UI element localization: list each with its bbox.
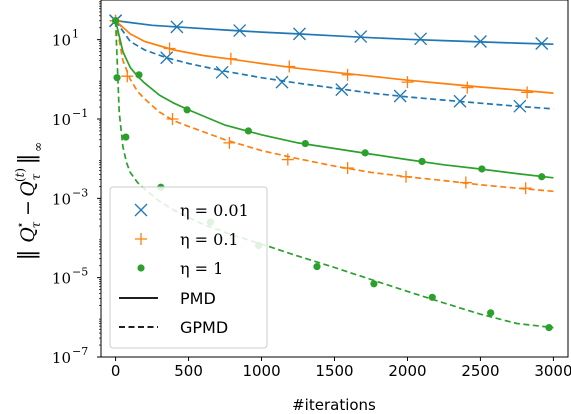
x-axis-label: #iterations (292, 396, 376, 414)
series-pmd-eta-0-1-line (115, 20, 554, 94)
y-tick-label: 10 (52, 270, 71, 288)
y-tick-label: 10 (52, 190, 71, 208)
y-tick-exponent: −5 (72, 266, 88, 279)
series-gpmd-eta-0-1-marker (223, 136, 236, 149)
series-pmd-eta-0-1-marker (401, 76, 414, 89)
series-pmd-eta-0-1 (109, 14, 554, 99)
series-gpmd-eta-0-1-marker (166, 113, 179, 125)
series-pmd-eta-0-01-marker (473, 35, 487, 48)
series-gpmd-eta-0-01-marker (393, 89, 407, 103)
series-pmd-eta-0-1-marker (461, 81, 474, 94)
series-gpmd-eta-0-1 (109, 14, 554, 195)
series-gpmd-eta-0-01-line (114, 20, 554, 110)
series-pmd-eta-1-marker (183, 106, 191, 114)
series-pmd-eta-1-marker (538, 173, 546, 181)
y-axis-label-tau2: τ (29, 173, 43, 180)
series-pmd-eta-0-1-marker (163, 42, 176, 55)
series-gpmd-eta-1-marker (111, 17, 120, 25)
series-pmd-eta-0-01-line (115, 19, 554, 46)
legend-marker (137, 264, 145, 272)
x-tick-label: 0 (111, 362, 121, 380)
legend-item-3: PMD (119, 289, 216, 308)
legend-marker (134, 203, 148, 217)
legend-label: η = 0.1 (180, 230, 239, 249)
legend-marker (135, 233, 147, 245)
series-gpmd-eta-0-1-line (114, 20, 554, 193)
series-pmd-eta-0-01-marker (535, 37, 549, 50)
series-pmd-eta-1-marker (135, 71, 143, 79)
series-gpmd-eta-0-1-marker (400, 170, 413, 183)
series-gpmd-eta-0-1-marker (459, 176, 472, 189)
series-gpmd-eta-1-marker (370, 280, 378, 288)
series-pmd-eta-0-1-marker (224, 52, 237, 65)
y-tick-label: 10 (52, 349, 71, 367)
series-gpmd-eta-0-1-marker (121, 70, 134, 83)
y-tick-exponent: −3 (72, 186, 88, 199)
y-axis-label-norm-left: ‖ (15, 250, 40, 261)
series-gpmd-eta-0-01-marker (215, 65, 229, 79)
x-tick-label: 2500 (461, 362, 499, 380)
series-pmd-eta-0-01 (109, 14, 554, 50)
series-pmd-eta-1-marker (418, 157, 426, 166)
legend-box (109, 186, 268, 349)
series-pmd-eta-0-01-marker (414, 32, 428, 46)
legend-item-2: η = 1 (137, 259, 223, 278)
series-gpmd-eta-0-1-marker (341, 162, 354, 175)
legend-label: PMD (180, 289, 216, 308)
x-tick-label: 1000 (242, 362, 280, 380)
y-axis-label-star: ⋆ (13, 221, 27, 229)
y-tick-label: 10 (52, 32, 71, 50)
series-pmd-eta-0-1-marker (341, 68, 354, 81)
series-gpmd-eta-0-01 (109, 14, 554, 113)
series-pmd-eta-0-01-marker (293, 27, 306, 41)
series-gpmd-eta-1-marker (122, 133, 130, 141)
series-pmd-eta-0-01-marker (170, 20, 184, 34)
series-gpmd-eta-1-marker (313, 263, 321, 271)
y-tick-label: 10 (52, 111, 71, 129)
series-gpmd-eta-1-marker (487, 309, 495, 317)
series-gpmd-eta-0-1-marker (281, 153, 294, 166)
y-axis-label-q-t: Q (17, 181, 39, 197)
series-gpmd-eta-0-1-marker (519, 182, 532, 195)
legend-label: η = 0.01 (180, 201, 249, 220)
y-axis-label-inf: ∞ (31, 142, 45, 152)
legend-label: GPMD (180, 318, 228, 337)
x-tick-label: 500 (174, 362, 203, 380)
series-gpmd-eta-0-01-marker (160, 51, 174, 65)
y-tick-exponent: 1 (72, 28, 79, 41)
plot-frame (100, 0, 569, 358)
y-axis-label-q-star: Q (17, 227, 39, 243)
y-axis-label-t: (t) (13, 168, 27, 182)
series-pmd-eta-1-marker (361, 149, 369, 157)
series-gpmd-eta-1-marker (428, 293, 436, 301)
series-gpmd-eta-1-marker (113, 74, 121, 82)
series-pmd-eta-0-1-marker (283, 60, 296, 73)
y-tick-exponent: −1 (72, 107, 88, 120)
series-pmd-eta-1-marker (244, 127, 252, 135)
y-tick-exponent: −7 (72, 345, 88, 358)
y-axis-label-norm-right: ‖ (15, 154, 40, 165)
series-pmd-eta-1-marker (301, 139, 309, 148)
series-gpmd-eta-0-01-marker (335, 83, 349, 97)
series-pmd-eta-1-line (114, 20, 554, 179)
series-gpmd-eta-0-01-marker (453, 94, 467, 108)
series-gpmd-eta-0-01-marker (513, 99, 527, 113)
legend-item-4: GPMD (119, 318, 228, 337)
legend-item-1: η = 0.1 (135, 230, 239, 249)
series-pmd-eta-0-01-marker (354, 30, 368, 43)
series-gpmd-eta-1-marker (545, 324, 553, 332)
series-pmd-eta-0-01-marker (233, 24, 247, 37)
x-tick-label: 3000 (534, 362, 571, 380)
series-gpmd-eta-0-01-marker (275, 75, 289, 89)
legend-item-0: η = 0.01 (134, 201, 249, 220)
y-axis-label-tau1: τ (29, 221, 43, 228)
y-axis-label-minus: − (17, 200, 39, 216)
series-pmd-eta-1-marker (478, 165, 486, 173)
y-axis-label: ‖ Q ⋆ τ − Q (t) τ ‖ ∞ (13, 142, 45, 261)
x-tick-label: 1500 (315, 362, 353, 380)
series-pmd-eta-0-1-marker (521, 86, 534, 99)
legend-label: η = 1 (180, 259, 223, 278)
x-tick-label: 2000 (388, 362, 426, 380)
